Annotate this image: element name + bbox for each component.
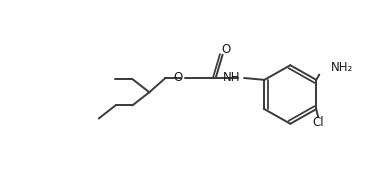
Text: Cl: Cl (312, 116, 324, 129)
Text: O: O (174, 71, 183, 84)
Text: O: O (221, 43, 230, 56)
Text: NH₂: NH₂ (330, 61, 353, 74)
Text: NH: NH (223, 71, 241, 84)
